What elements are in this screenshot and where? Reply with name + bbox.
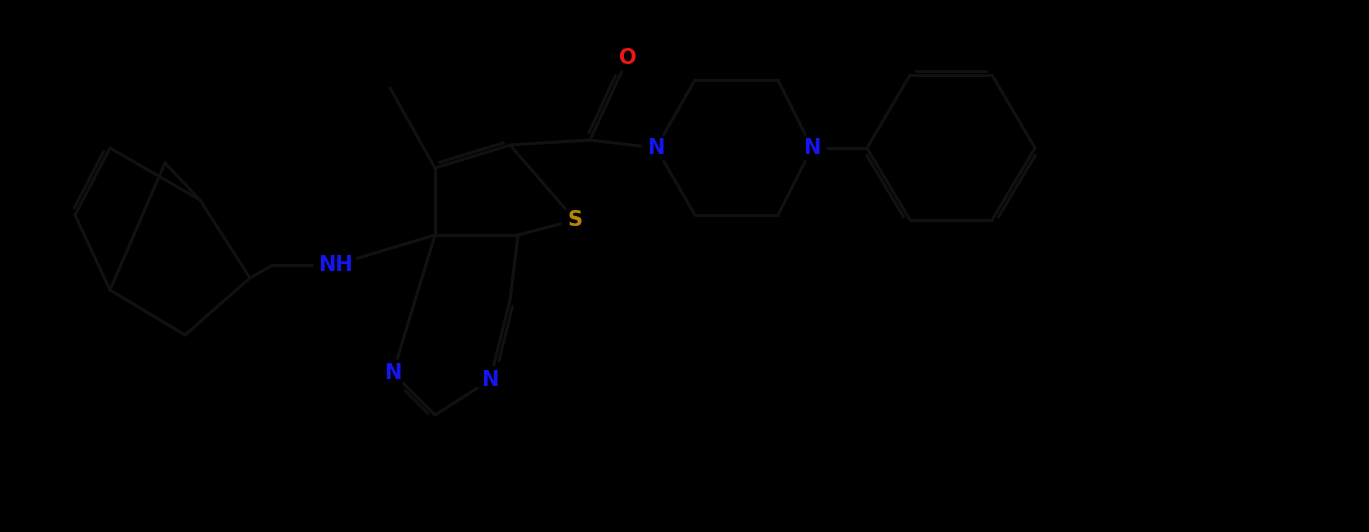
Text: N: N bbox=[804, 138, 820, 158]
Circle shape bbox=[476, 367, 502, 393]
Circle shape bbox=[563, 207, 589, 233]
Text: S: S bbox=[568, 210, 582, 230]
Text: NH: NH bbox=[318, 255, 352, 275]
Circle shape bbox=[799, 135, 826, 161]
Circle shape bbox=[643, 135, 669, 161]
Text: O: O bbox=[619, 48, 637, 68]
Circle shape bbox=[615, 45, 641, 71]
Circle shape bbox=[314, 244, 356, 286]
Circle shape bbox=[381, 360, 407, 386]
Text: N: N bbox=[482, 370, 498, 390]
Text: N: N bbox=[648, 138, 665, 158]
Text: N: N bbox=[385, 363, 401, 383]
